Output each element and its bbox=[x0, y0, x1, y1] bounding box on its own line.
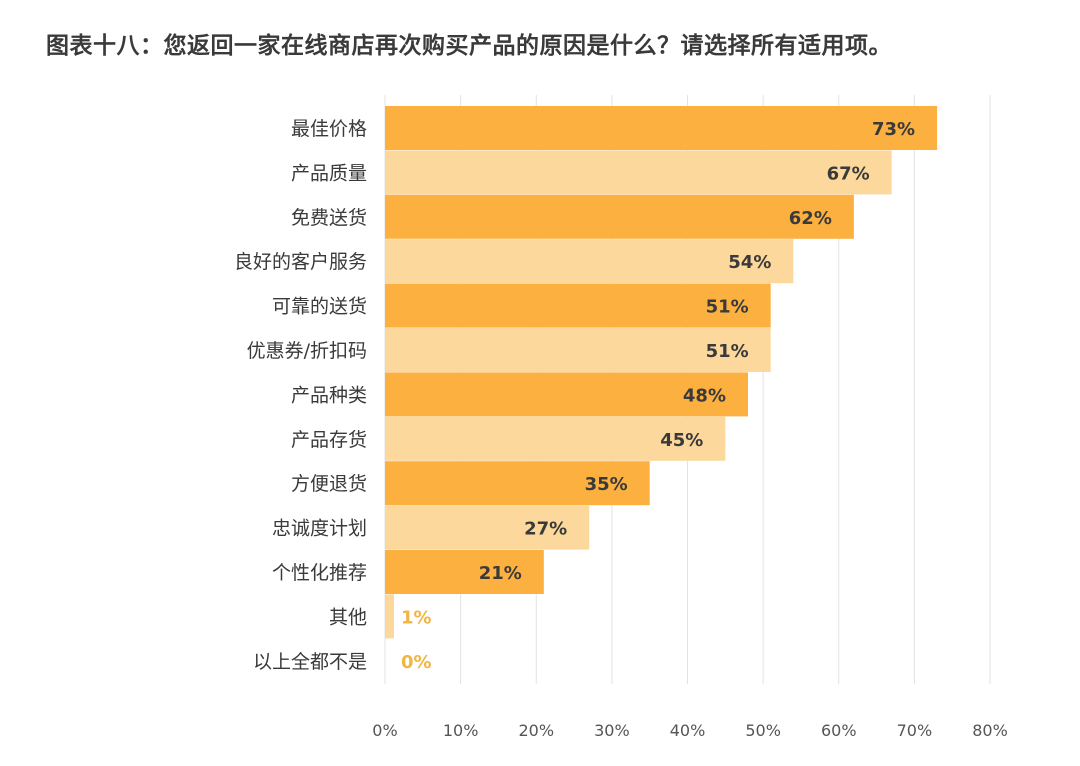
bars bbox=[385, 106, 938, 639]
x-tick-label: 60% bbox=[821, 721, 857, 740]
bar bbox=[385, 461, 650, 506]
value-label: 0% bbox=[401, 652, 432, 673]
category-label: 免费送货 bbox=[291, 207, 367, 229]
value-label: 1% bbox=[401, 607, 432, 628]
category-label: 可靠的送货 bbox=[272, 296, 367, 318]
bar bbox=[385, 505, 590, 550]
value-label: 67% bbox=[827, 163, 870, 184]
value-labels: 73% 67% 62% 54% 51% 51% 48% 45% 35% 27% 21% 1% 0% bbox=[401, 119, 915, 673]
x-tick-label: 30% bbox=[594, 721, 630, 740]
value-label: 21% bbox=[479, 563, 522, 584]
category-label: 其他 bbox=[329, 606, 367, 628]
bar bbox=[385, 328, 771, 372]
x-axis-ticks: 0% 10% 20% 30% 40% 50% 60% 70% 80% bbox=[372, 721, 1007, 740]
value-label: 35% bbox=[585, 474, 628, 495]
category-labels: 最佳价格产品质量免费送货良好的客户服务可靠的送货优惠券/折扣码产品种类产品存货方… bbox=[234, 118, 367, 673]
value-label: 73% bbox=[872, 119, 915, 140]
bar bbox=[385, 416, 726, 461]
bar bbox=[385, 283, 771, 328]
bar bbox=[385, 239, 794, 284]
x-tick-label: 40% bbox=[670, 721, 706, 740]
category-label: 以上全都不是 bbox=[253, 651, 367, 673]
value-label: 27% bbox=[524, 519, 567, 540]
x-tick-label: 10% bbox=[443, 721, 479, 740]
x-tick-label: 0% bbox=[372, 721, 397, 740]
value-label: 62% bbox=[789, 208, 832, 229]
category-label: 产品种类 bbox=[291, 384, 367, 406]
bar bbox=[385, 372, 748, 417]
category-label: 最佳价格 bbox=[291, 118, 367, 140]
x-tick-label: 80% bbox=[972, 721, 1008, 740]
category-label: 产品存货 bbox=[291, 429, 367, 451]
value-label: 51% bbox=[706, 297, 749, 318]
value-label: 45% bbox=[660, 430, 703, 451]
bar bbox=[385, 106, 938, 150]
category-label: 优惠券/折扣码 bbox=[247, 340, 367, 362]
category-label: 产品质量 bbox=[291, 162, 367, 184]
bar bbox=[385, 594, 394, 639]
x-tick-label: 50% bbox=[745, 721, 781, 740]
category-label: 忠诚度计划 bbox=[272, 518, 367, 540]
category-label: 个性化推荐 bbox=[272, 562, 367, 584]
bar bbox=[385, 150, 892, 195]
bar bbox=[385, 550, 544, 594]
value-label: 54% bbox=[728, 252, 771, 273]
x-tick-label: 20% bbox=[518, 721, 554, 740]
bar bbox=[385, 194, 854, 239]
chart-title: 图表十八：您返回一家在线商店再次购买产品的原因是什么？请选择所有适用项。 bbox=[46, 33, 892, 59]
category-label: 良好的客户服务 bbox=[234, 251, 367, 273]
x-tick-label: 70% bbox=[897, 721, 933, 740]
category-label: 方便退货 bbox=[291, 473, 367, 495]
value-label: 48% bbox=[683, 385, 726, 406]
value-label: 51% bbox=[706, 341, 749, 362]
